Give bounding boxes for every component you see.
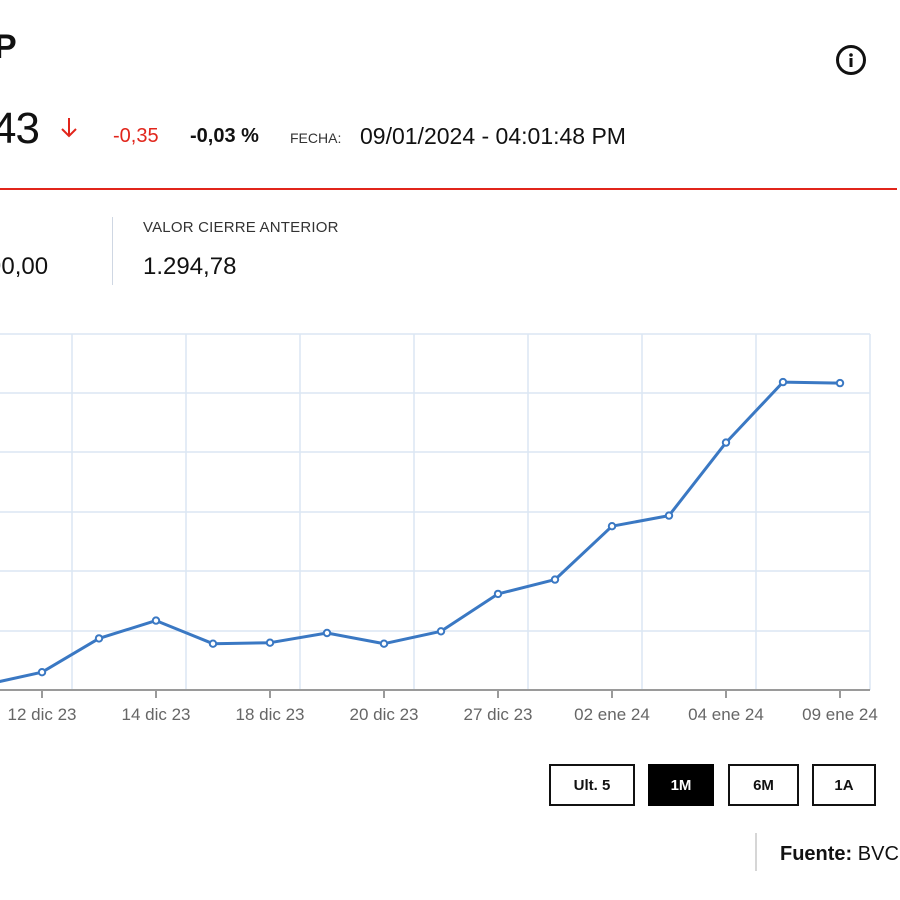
range-button-1a[interactable]: 1A — [812, 764, 876, 806]
source-label: Fuente: — [780, 843, 853, 865]
data-point — [493, 589, 503, 599]
info-button[interactable] — [836, 45, 866, 75]
x-tick-label: 20 dic 23 — [350, 705, 419, 724]
header-divider — [0, 188, 897, 190]
data-point — [607, 522, 617, 531]
price-line — [0, 380, 841, 683]
range-button-6m[interactable]: 6M — [728, 764, 799, 806]
data-point — [664, 511, 674, 520]
data-point — [721, 438, 731, 447]
x-tick-label: 14 dic 23 — [122, 705, 191, 724]
price-change-percent: -0,03 % — [190, 125, 259, 147]
data-point — [208, 639, 218, 648]
page-title: P — [0, 28, 17, 66]
data-point — [550, 575, 560, 584]
range-button-1m[interactable]: 1M — [648, 764, 714, 806]
source-value: BVC — [857, 843, 899, 865]
data-point — [94, 634, 104, 643]
x-tick-label: 09 ene 24 — [802, 705, 878, 724]
data-point — [265, 638, 275, 647]
current-price: 43 — [0, 104, 40, 153]
data-point — [778, 377, 788, 387]
date-value: 09/01/2024 - 04:01:48 PM — [360, 123, 626, 149]
data-point — [835, 378, 845, 388]
arrow-down-icon — [60, 116, 78, 145]
range-button-ult5[interactable]: Ult. 5 — [549, 764, 635, 806]
x-tick-label: 18 dic 23 — [236, 705, 305, 724]
prev-close-label: VALOR CIERRE ANTERIOR — [143, 219, 339, 236]
stat-value: 90,00 — [0, 253, 49, 280]
source-text: Fuente: BVC — [780, 843, 899, 866]
info-icon — [849, 53, 853, 67]
x-tick-label: 12 dic 23 — [8, 705, 77, 724]
x-tick-label: 27 dic 23 — [464, 705, 533, 724]
prev-close-value: 1.294,78 — [143, 253, 237, 280]
data-point — [37, 668, 47, 677]
x-tick-label: 04 ene 24 — [688, 705, 764, 724]
data-point — [379, 639, 389, 648]
price-change: -0,35 — [113, 125, 159, 147]
x-tick-label: 02 ene 24 — [574, 705, 650, 724]
source-divider — [755, 833, 757, 871]
date-label: FECHA: — [290, 130, 342, 146]
stat-divider — [112, 217, 113, 285]
data-point — [322, 628, 332, 638]
data-point — [151, 616, 161, 625]
price-chart[interactable]: 12 dic 23 14 dic 23 18 dic 23 20 dic 23 27 d… — [0, 330, 900, 730]
data-point — [436, 627, 446, 636]
